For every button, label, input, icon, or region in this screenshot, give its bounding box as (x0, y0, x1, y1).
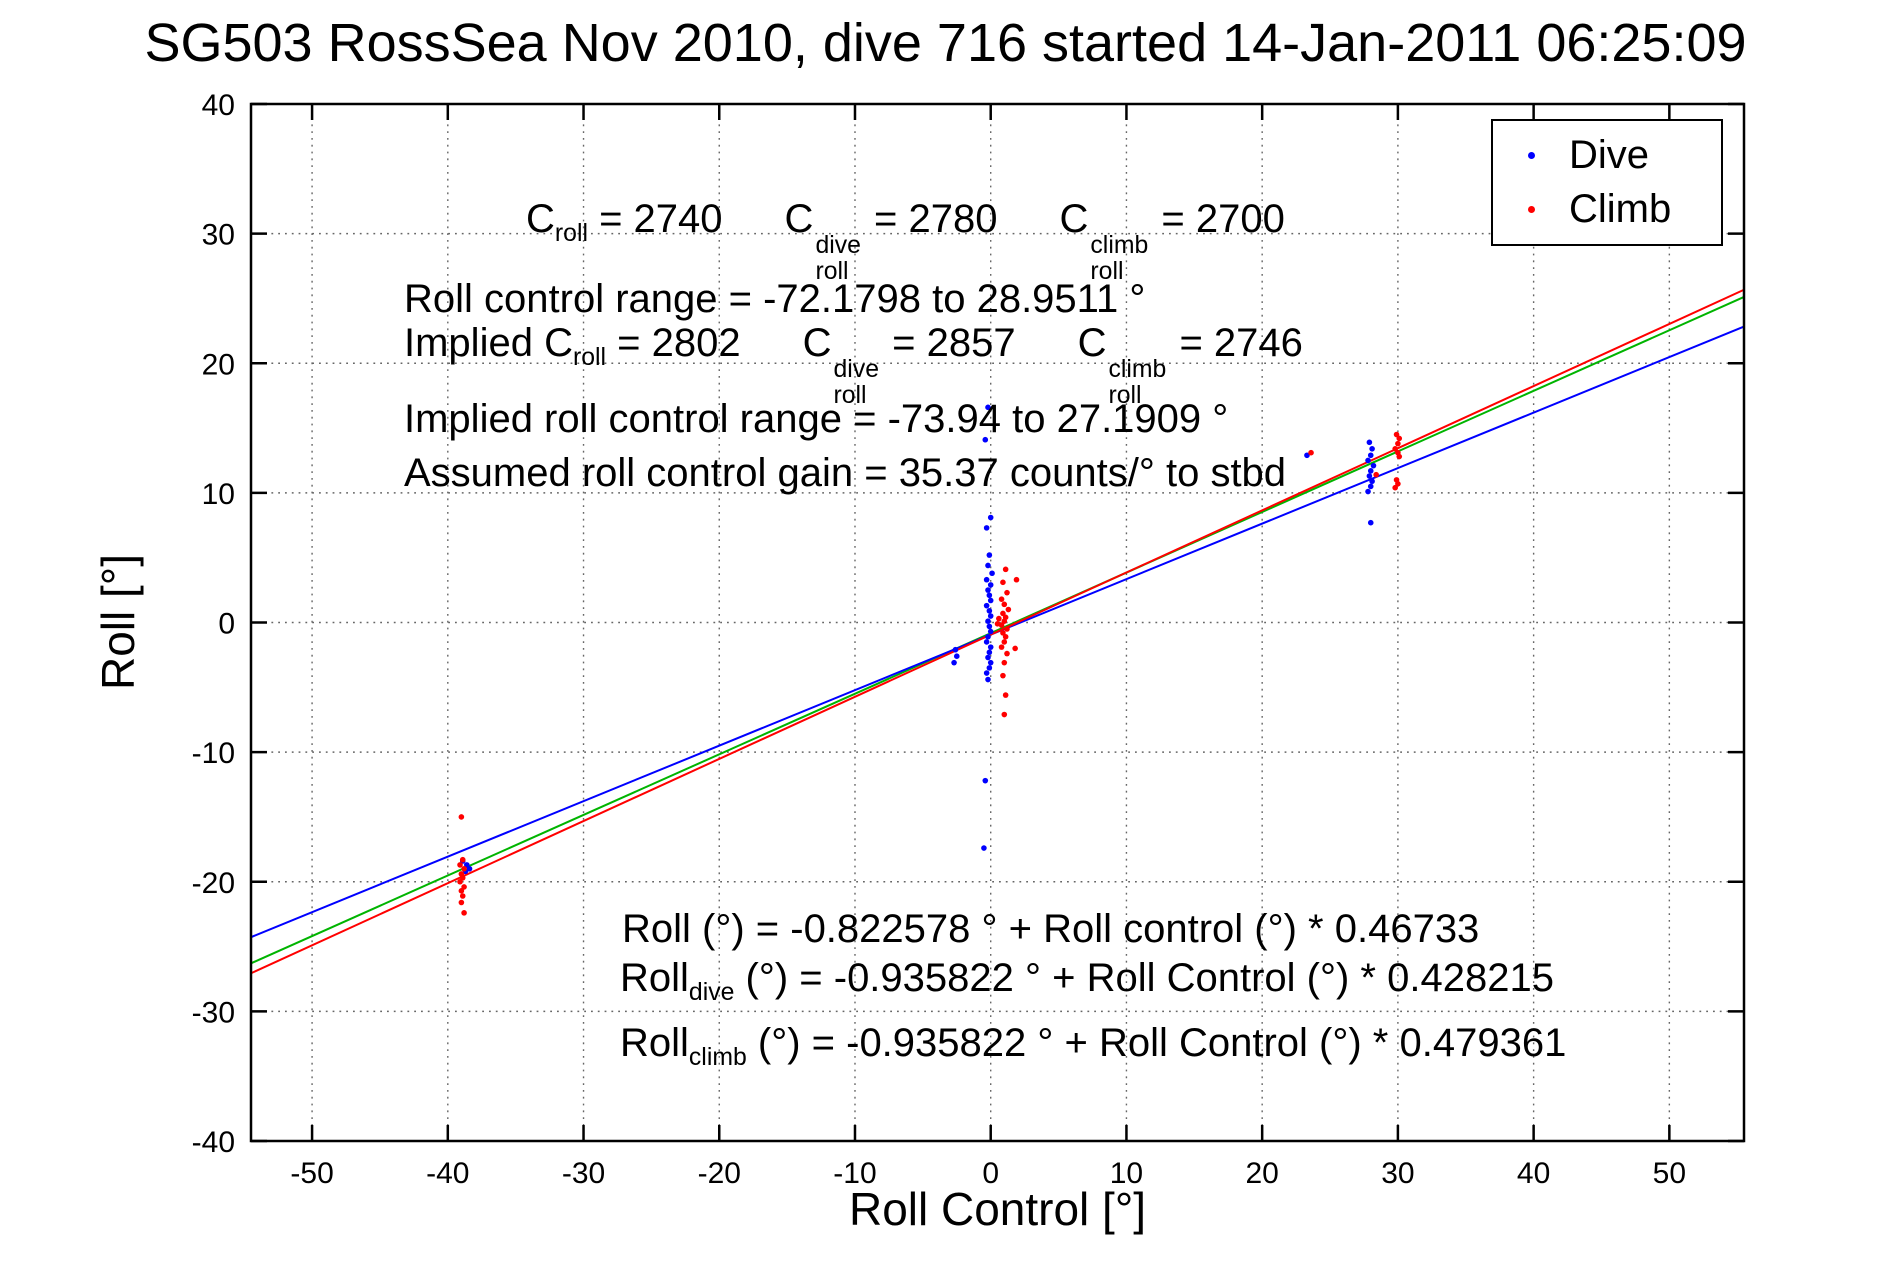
y-tick-label: -20 (192, 867, 235, 900)
x-tick-label: 40 (1517, 1157, 1550, 1190)
dive-marker-icon (1493, 152, 1569, 160)
y-axis-label: Roll [°] (92, 554, 144, 690)
y-tick-label: 30 (202, 219, 235, 252)
fit-equation-combined: Roll (°) = -0.822578 ° + Roll control (°… (622, 907, 1480, 951)
chart-title: SG503 RossSea Nov 2010, dive 716 started… (144, 13, 1747, 73)
legend-item-climb: Climb (1493, 187, 1721, 232)
tick-marks (251, 102, 1744, 1143)
y-tick-label: -30 (192, 996, 235, 1029)
x-tick-label: 20 (1245, 1157, 1278, 1190)
x-tick-label: 0 (982, 1157, 999, 1190)
c-roll-value: Croll = 2740 (526, 197, 723, 247)
legend-label-climb: Climb (1569, 186, 1672, 231)
x-tick-label: -10 (833, 1157, 876, 1190)
x-tick-label: 50 (1653, 1157, 1686, 1190)
annotation-roll-gain: Assumed roll control gain = 35.37 counts… (404, 451, 1287, 495)
legend-label-dive: Dive (1569, 133, 1650, 178)
y-tick-label: -40 (192, 1126, 235, 1159)
fit-equation-dive: Rolldive (°) = -0.935822 ° + Roll Contro… (620, 956, 1554, 1006)
y-tick-label: 0 (218, 608, 235, 641)
x-axis-label: Roll Control [°] (848, 1183, 1147, 1235)
x-tick-label: -50 (290, 1157, 333, 1190)
fit-lines (250, 288, 1745, 975)
legend-item-dive: Dive (1493, 133, 1721, 178)
dive-dot-icon (1527, 152, 1535, 160)
climb-dot-icon (1527, 205, 1535, 213)
tick-labels: -50 -40 -30 -20 -10 0 10 20 30 40 50 -40 -30 -20 -10 0 1… (192, 89, 1686, 1190)
annotation-roll-control-range: Roll control range = -72.1798 to 28.9511… (404, 277, 1146, 321)
y-tick-label: 10 (202, 478, 235, 511)
implied-c-roll-value: Implied Croll = 2802 (404, 321, 741, 371)
x-tick-label: -30 (562, 1157, 605, 1190)
legend: Dive Climb (1491, 119, 1723, 246)
annotation-implied-range: Implied roll control range = -73.94 to 2… (404, 397, 1229, 441)
x-tick-label: 10 (1110, 1157, 1143, 1190)
y-tick-label: -10 (192, 737, 235, 770)
y-tick-label: 20 (202, 348, 235, 381)
grid-lines (251, 103, 1744, 1142)
fit-line-combined (250, 296, 1745, 965)
fit-equation-climb: Rollclimb (°) = -0.935822 ° + Roll Contr… (620, 1021, 1567, 1071)
series-climb (457, 431, 1403, 916)
x-tick-label: 30 (1381, 1157, 1414, 1190)
climb-marker-icon (1493, 205, 1569, 213)
x-tick-label: -40 (426, 1157, 469, 1190)
x-tick-label: -20 (698, 1157, 741, 1190)
scatter-points (457, 404, 1403, 916)
y-tick-label: 40 (202, 89, 235, 122)
fit-line-climb (250, 288, 1745, 975)
